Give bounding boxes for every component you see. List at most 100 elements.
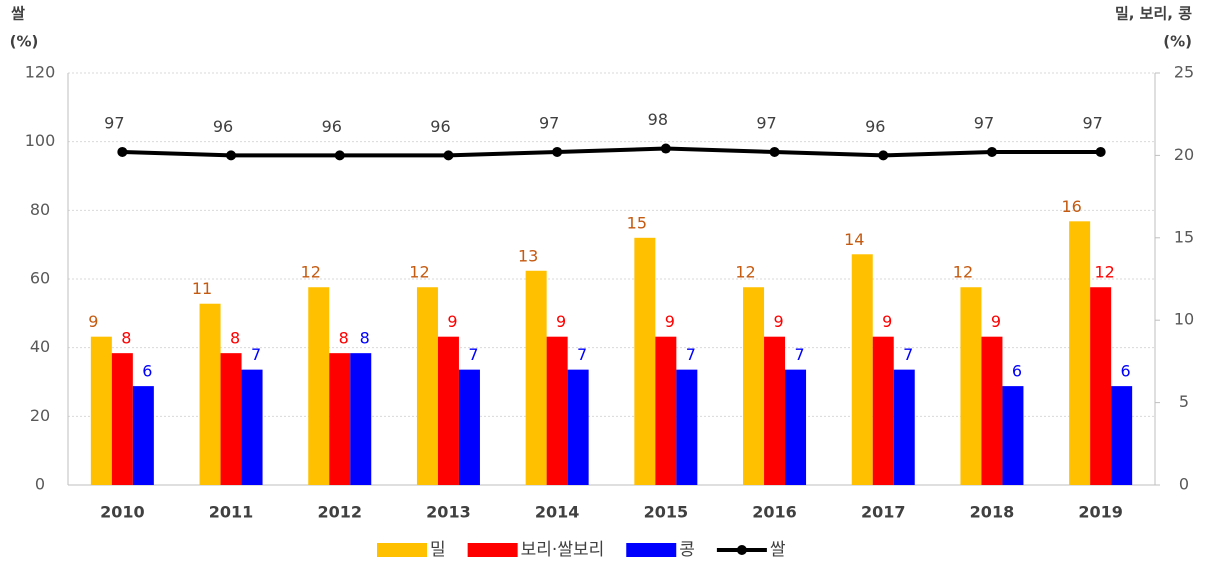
bar: [308, 287, 330, 485]
y-tick-label: 120: [25, 63, 56, 82]
data-label: 8: [360, 329, 370, 348]
line-marker: [986, 146, 997, 157]
data-label: 12: [953, 263, 973, 282]
data-label: 11: [192, 279, 212, 298]
data-label: 12: [409, 263, 429, 282]
data-label: 8: [230, 329, 240, 348]
bar: [525, 270, 547, 485]
data-label: 7: [577, 345, 587, 364]
x-tick-label: 2012: [317, 503, 362, 522]
y-axis-title: (%): [10, 33, 39, 51]
data-label: 8: [339, 329, 349, 348]
x-tick-label: 2015: [644, 503, 689, 522]
bar: [1002, 386, 1024, 485]
data-label: 9: [556, 312, 566, 331]
line-marker: [443, 150, 454, 161]
data-label: 97: [974, 113, 994, 132]
bar: [416, 287, 438, 485]
bar: [132, 386, 154, 485]
line-marker: [552, 146, 563, 157]
data-label: 9: [882, 312, 892, 331]
data-label: 7: [903, 345, 913, 364]
data-label: 9: [447, 312, 457, 331]
y2-tick-label: 0: [1179, 475, 1189, 494]
bar: [1111, 386, 1133, 485]
data-label: 96: [430, 117, 450, 136]
data-label: 97: [1082, 113, 1102, 132]
y-tick-label: 100: [25, 131, 56, 150]
bar: [634, 237, 656, 485]
bar: [851, 254, 873, 485]
data-label: 96: [322, 117, 342, 136]
legend-swatch: [377, 543, 427, 557]
bar: [655, 336, 677, 485]
y2-axis-title: 밀, 보리, 콩: [1115, 5, 1192, 23]
y-tick-label: 0: [35, 475, 45, 494]
y-tick-label: 40: [30, 337, 50, 356]
bar: [437, 336, 459, 485]
x-tick-label: 2014: [535, 503, 580, 522]
x-tick-label: 2013: [426, 503, 471, 522]
bar: [458, 369, 480, 485]
data-label: 96: [213, 117, 233, 136]
line: [122, 146, 1101, 158]
x-tick-label: 2016: [752, 503, 797, 522]
data-label: 7: [251, 345, 261, 364]
line-marker: [660, 143, 671, 154]
legend-label: 콩: [679, 540, 695, 560]
data-label: 97: [539, 113, 559, 132]
x-tick-label: 2010: [100, 503, 145, 522]
bar: [785, 369, 807, 485]
data-label: 7: [794, 345, 804, 364]
line-marker: [769, 146, 780, 157]
y2-tick-label: 15: [1174, 227, 1194, 246]
line-marker: [334, 150, 345, 161]
data-label: 9: [991, 312, 1001, 331]
data-label: 8: [121, 329, 131, 348]
bar: [960, 287, 982, 485]
bar: [1090, 287, 1112, 485]
data-label: 7: [686, 345, 696, 364]
bar: [743, 287, 765, 485]
bar: [567, 369, 589, 485]
x-tick-label: 2019: [1078, 503, 1123, 522]
bar: [1069, 221, 1091, 485]
bar: [546, 336, 568, 485]
data-label: 13: [518, 246, 538, 265]
bar: [764, 336, 786, 485]
bar: [199, 303, 221, 485]
x-tick-label: 2018: [970, 503, 1015, 522]
data-label: 7: [468, 345, 478, 364]
legend-label: 밀: [430, 540, 446, 560]
legend-swatch: [736, 545, 747, 555]
bar: [329, 353, 351, 485]
bar: [90, 336, 112, 485]
bar: [872, 336, 894, 485]
x-tick-label: 2011: [209, 503, 254, 522]
data-label: 6: [1121, 362, 1131, 381]
data-label: 96: [865, 117, 885, 136]
data-label: 16: [1061, 197, 1081, 216]
x-tick-label: 2017: [861, 503, 906, 522]
data-label: 12: [735, 263, 755, 282]
line-marker: [226, 150, 237, 161]
data-label: 12: [1094, 263, 1114, 282]
data-label: 9: [88, 312, 98, 331]
y-tick-label: 80: [30, 200, 50, 219]
bar: [220, 353, 242, 485]
data-label: 97: [104, 113, 124, 132]
data-label: 9: [773, 312, 783, 331]
bar: [350, 353, 372, 485]
data-label: 14: [844, 230, 864, 249]
y-tick-label: 20: [30, 406, 50, 425]
data-label: 6: [1012, 362, 1022, 381]
y2-tick-label: 5: [1179, 392, 1189, 411]
y-tick-label: 60: [30, 269, 50, 288]
legend-label: 보리·쌀보리: [521, 540, 605, 560]
bar: [111, 353, 133, 485]
line-marker: [117, 146, 128, 157]
bar: [676, 369, 698, 485]
data-label: 9: [665, 312, 675, 331]
y2-tick-label: 20: [1174, 145, 1194, 164]
